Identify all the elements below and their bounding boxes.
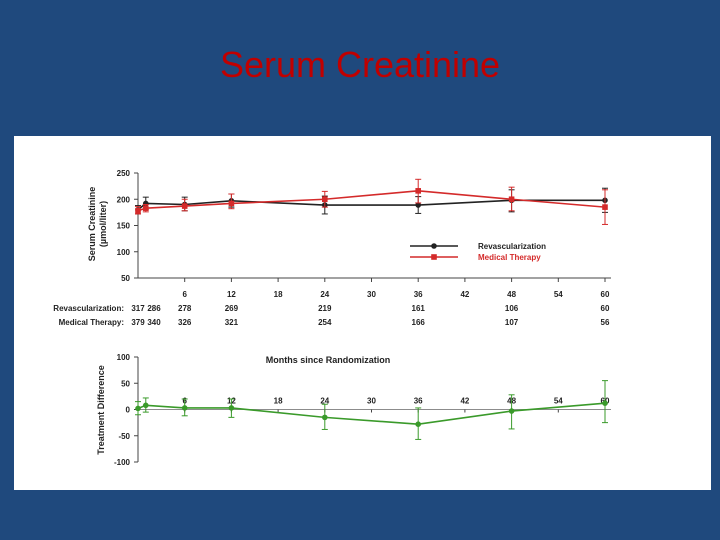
- legend-label: Revascularization: [478, 242, 546, 251]
- risk-table-cell: 286: [147, 304, 161, 313]
- risk-table-cell: 321: [225, 318, 239, 327]
- bottom-x-tick-label: 30: [367, 397, 376, 406]
- data-point: [135, 405, 141, 412]
- bottom-x-tick-label: 18: [274, 397, 283, 406]
- data-point: [228, 200, 235, 207]
- difference-line: [137, 402, 606, 426]
- risk-table-cell: 106: [505, 304, 519, 313]
- data-point: [181, 203, 188, 209]
- chart-figure: Serum Creatinine(µmol/liter) 50 100 150 200…: [53, 169, 611, 467]
- risk-table-row-label: Revascularization:: [53, 304, 124, 313]
- top-series-layer: [135, 178, 608, 225]
- top-y-tick-label: 50: [121, 274, 130, 283]
- top-x-tick-label: 6: [182, 290, 187, 299]
- data-point: [415, 188, 421, 194]
- bottom-x-tick-label: 36: [414, 397, 423, 406]
- top-y-axis-label-line: (µmol/liter): [98, 201, 108, 247]
- data-point: [415, 202, 422, 208]
- series-line-medical-therapy: [137, 190, 606, 212]
- bottom-y-axis-label: Treatment Difference: [96, 365, 106, 455]
- risk-table-row-label: Medical Therapy:: [59, 318, 124, 327]
- data-point: [602, 400, 608, 407]
- top-x-tick-label: 42: [460, 290, 469, 299]
- creatinine-chart: Serum Creatinine(µmol/liter) 50 100 150 200…: [87, 169, 611, 299]
- bottom-series-layer: [135, 380, 608, 440]
- top-y-tick-label: 200: [117, 195, 131, 204]
- data-point: [181, 405, 188, 411]
- data-point: [602, 204, 608, 210]
- risk-table-cell: 254: [318, 318, 332, 327]
- top-axes: 50 100 150 200 250 6 12 18 24 30 36 42 48 54 60: [117, 169, 611, 299]
- x-axis-title: Months since Randomization: [266, 355, 391, 365]
- top-y-tick-label: 250: [117, 169, 131, 178]
- risk-table-cell: 326: [178, 318, 192, 327]
- top-x-tick-label: 24: [320, 290, 329, 299]
- data-point: [142, 402, 149, 409]
- risk-table-cell: 166: [412, 318, 426, 327]
- data-point: [508, 408, 515, 414]
- slide-title: Serum Creatinine: [219, 44, 501, 85]
- top-x-tick-label: 30: [367, 290, 376, 299]
- risk-table-cell: 379: [131, 318, 145, 327]
- risk-table-cell: 340: [147, 318, 161, 327]
- risk-table-cell: 56: [601, 318, 610, 327]
- bottom-y-tick-label: -50: [118, 432, 130, 441]
- top-x-tick-label: 12: [227, 290, 236, 299]
- legend-label: Medical Therapy: [478, 253, 541, 262]
- bottom-x-tick-label: 54: [554, 397, 563, 406]
- risk-table-cell: 219: [318, 304, 332, 313]
- bottom-y-tick-label: -100: [114, 458, 131, 467]
- data-point: [322, 414, 328, 421]
- figure-panel: Serum Creatinine(µmol/liter) 50 100 150 200…: [14, 136, 711, 490]
- top-y-tick-label: 150: [117, 222, 131, 231]
- bottom-y-tick-label: 0: [126, 406, 131, 415]
- legend: Revascularization Medical Therapy: [410, 242, 546, 262]
- risk-table-cell: 60: [601, 304, 610, 313]
- data-point: [142, 205, 149, 211]
- bottom-x-tick-label: 24: [320, 397, 329, 406]
- legend-marker: [431, 254, 437, 260]
- risk-table-cell: 107: [505, 318, 519, 327]
- top-x-tick-label: 48: [507, 290, 516, 299]
- risk-table-cell: 161: [412, 304, 426, 313]
- data-point: [322, 196, 328, 203]
- bottom-y-tick-label: 50: [121, 379, 130, 388]
- top-x-tick-label: 36: [414, 290, 423, 299]
- risk-table-cell: 317: [131, 304, 145, 313]
- top-x-tick-label: 54: [554, 290, 563, 299]
- data-point: [135, 208, 141, 214]
- data-point: [508, 196, 515, 203]
- risk-table: Revascularization: 317 286 278 269 219 161 106 6…: [53, 304, 610, 327]
- top-x-tick-label: 60: [601, 290, 610, 299]
- top-y-axis-label: Serum Creatinine(µmol/liter): [87, 187, 108, 262]
- bottom-x-tick-label: 42: [460, 397, 469, 406]
- legend-marker: [431, 243, 437, 249]
- top-y-tick-label: 100: [117, 248, 131, 257]
- data-point: [228, 405, 235, 411]
- bottom-y-tick-label: 100: [117, 353, 131, 362]
- risk-table-cell: 269: [225, 304, 239, 313]
- difference-chart: Months since Randomization Treatment Dif…: [96, 353, 611, 467]
- data-point: [415, 421, 422, 428]
- top-x-tick-label: 18: [274, 290, 283, 299]
- top-y-axis-label-line: Serum Creatinine: [87, 187, 97, 262]
- risk-table-cell: 278: [178, 304, 192, 313]
- series-line-revascularization: [137, 199, 605, 211]
